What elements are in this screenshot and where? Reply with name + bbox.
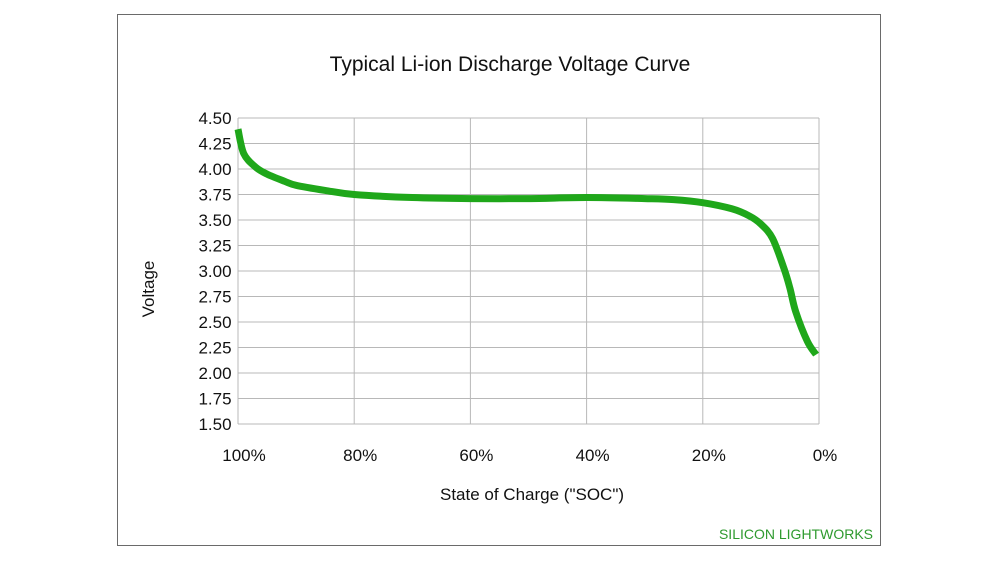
y-tick-label: 4.25 (198, 135, 231, 154)
x-tick-label: 40% (576, 446, 610, 465)
y-tick-label: 3.50 (198, 211, 231, 230)
grid (237, 117, 820, 425)
chart-frame (117, 14, 881, 546)
chart-title: Typical Li-ion Discharge Voltage Curve (330, 53, 691, 76)
x-axis-label: State of Charge ("SOC") (440, 485, 624, 504)
x-tick-label: 60% (459, 446, 493, 465)
y-tick-label: 1.50 (198, 415, 231, 434)
y-tick-label: 2.25 (198, 339, 231, 358)
y-tick-label: 3.75 (198, 186, 231, 205)
y-tick-label: 1.75 (198, 390, 231, 409)
x-ticks: 100% 80% 60% 40% 20% 0% (222, 446, 837, 465)
y-tick-label: 2.75 (198, 288, 231, 307)
y-tick-label: 3.25 (198, 237, 231, 256)
y-tick-label: 4.00 (198, 160, 231, 179)
y-tick-label: 2.00 (198, 364, 231, 383)
y-ticks: 4.50 4.25 4.00 3.75 3.50 3.25 3.00 2.75 2.50 2.25… (198, 109, 231, 434)
x-tick-label: 100% (222, 446, 265, 465)
x-tick-label: 0% (813, 446, 838, 465)
x-tick-label: 20% (692, 446, 726, 465)
series-line (234, 128, 820, 357)
y-axis-label: Voltage (139, 261, 158, 318)
x-tick-label: 80% (343, 446, 377, 465)
y-tick-label: 2.50 (198, 313, 231, 332)
watermark: SILICON LIGHTWORKS (719, 526, 873, 542)
y-tick-label: 4.50 (198, 109, 231, 128)
y-tick-label: 3.00 (198, 262, 231, 281)
